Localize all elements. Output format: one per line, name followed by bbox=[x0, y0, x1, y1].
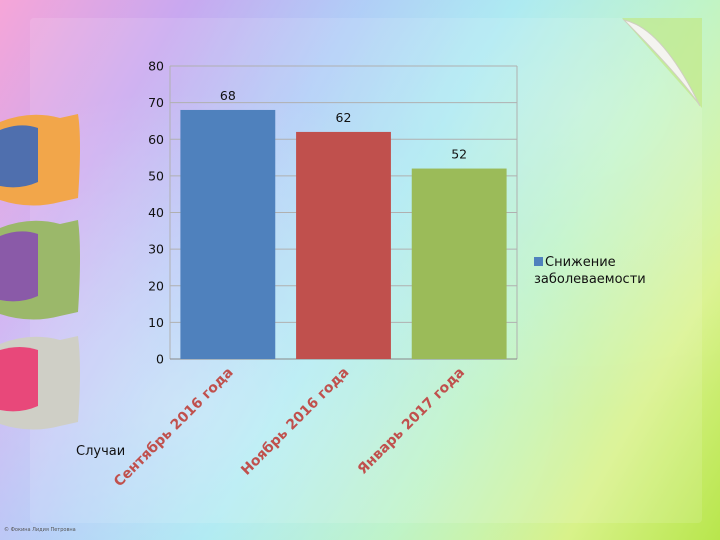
data-label: 52 bbox=[451, 147, 467, 162]
bar bbox=[180, 109, 276, 359]
legend: Снижение заболеваемости bbox=[534, 254, 704, 288]
category-labels: Сентябрь 2016 года Ноябрь 2016 года Январь… bbox=[111, 365, 468, 491]
y-tick-label: 80 bbox=[148, 59, 164, 74]
ribbon-grey bbox=[0, 336, 80, 430]
y-tick-label: 30 bbox=[148, 242, 164, 257]
footer-credit: © Фокина Лидия Петровна bbox=[4, 527, 76, 533]
y-tick-label: 70 bbox=[148, 95, 164, 110]
ribbon-orange bbox=[0, 114, 80, 206]
data-label: 68 bbox=[220, 88, 236, 103]
bar bbox=[296, 131, 391, 359]
y-tick-label: 20 bbox=[148, 278, 164, 293]
x-category-label: Ноябрь 2016 года bbox=[238, 365, 352, 479]
y-axis-ticks: 0 10 20 30 40 50 60 70 80 bbox=[148, 59, 164, 367]
data-label: 62 bbox=[336, 110, 352, 125]
legend-label: Снижение заболеваемости bbox=[534, 255, 646, 287]
bar bbox=[411, 168, 507, 359]
x-category-label: Сентябрь 2016 года bbox=[111, 365, 237, 491]
legend-swatch bbox=[534, 257, 543, 266]
y-tick-label: 10 bbox=[148, 315, 164, 330]
y-tick-label: 0 bbox=[156, 352, 164, 367]
y-tick-label: 50 bbox=[148, 168, 164, 183]
y-tick-label: 60 bbox=[148, 132, 164, 147]
ribbon-green bbox=[0, 220, 80, 320]
y-tick-label: 40 bbox=[148, 205, 164, 220]
bars bbox=[180, 109, 507, 359]
page-curl-decoration bbox=[622, 18, 702, 108]
x-category-label: Январь 2017 года bbox=[355, 365, 468, 478]
data-labels: 68 62 52 bbox=[220, 88, 467, 162]
x-axis-title: Случаи bbox=[76, 444, 126, 459]
decorative-ribbons bbox=[0, 114, 80, 430]
